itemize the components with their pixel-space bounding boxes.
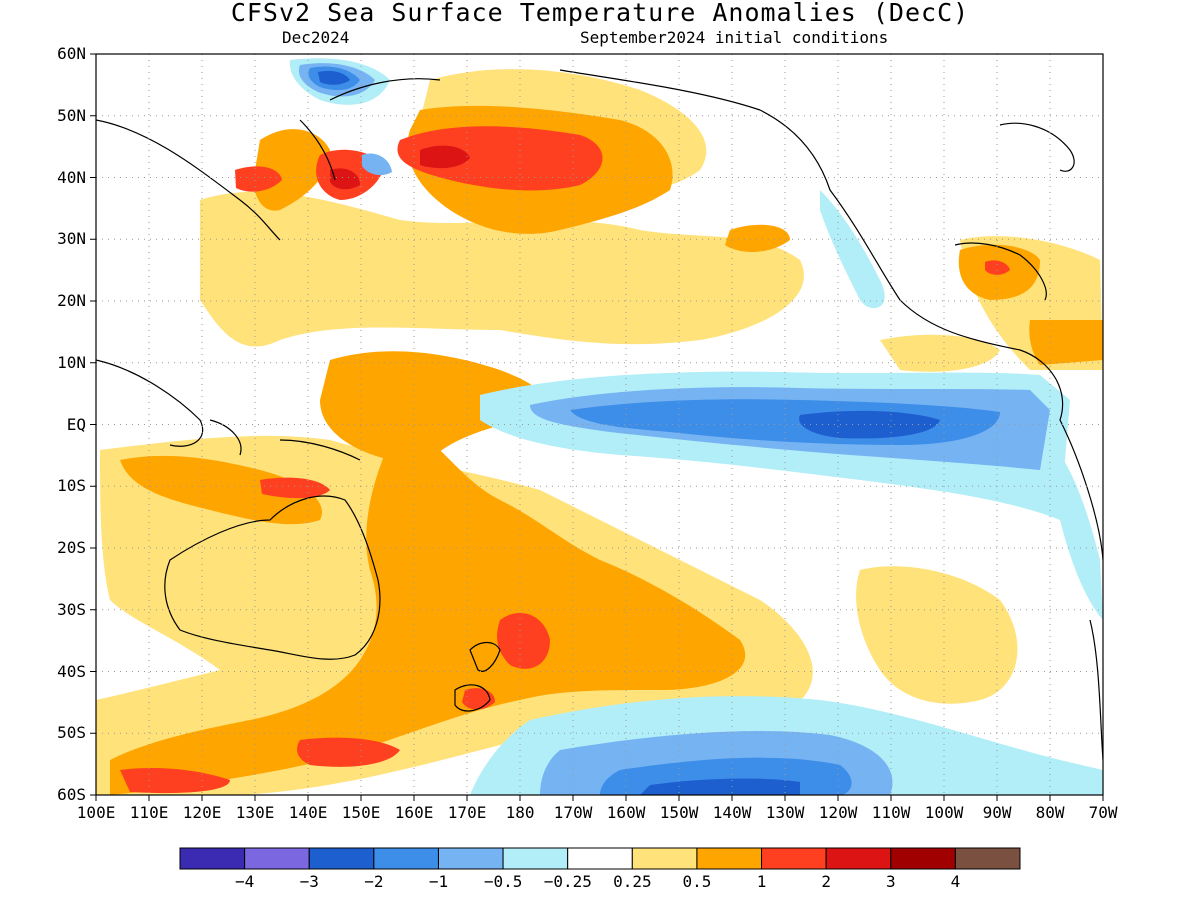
colorbar-swatch: [890, 847, 956, 870]
lat-label: 50S: [57, 723, 86, 743]
colorbar-tick-label: −3: [299, 872, 319, 891]
lat-label: 10N: [57, 352, 86, 372]
colorbar-swatch: [179, 847, 246, 870]
colorbar-swatch: [954, 847, 1021, 870]
lon-label: 160E: [394, 803, 434, 822]
initial-conditions-label: September2024 initial conditions: [580, 28, 889, 47]
colorbar-swatch: [696, 847, 763, 870]
lon-label: 170E: [447, 803, 487, 822]
lon-label: 70W: [1088, 803, 1118, 822]
lon-label: 120W: [818, 803, 858, 822]
colorbar-swatch: [825, 847, 892, 870]
lon-label: 130E: [235, 803, 275, 822]
lon-label: 150E: [341, 803, 381, 822]
colorbar-swatch: [502, 847, 569, 870]
colorbar-tick-label: 2: [821, 872, 831, 891]
map-title: CFSv2 Sea Surface Temperature Anomalies …: [230, 0, 970, 27]
axis-ticks: [90, 53, 1104, 801]
lon-label: 130W: [765, 803, 805, 822]
lon-label: 160W: [606, 803, 646, 822]
plot-area: [96, 54, 1103, 795]
lat-label: 60N: [57, 44, 86, 63]
colorbar-swatch: [308, 847, 375, 870]
colorbar-tick-label: −4: [235, 872, 255, 891]
colorbar-tick-label: −0.5: [483, 872, 523, 891]
lon-label: 100W: [924, 803, 964, 822]
colorbar-swatch: [567, 847, 633, 870]
colorbar-swatch: [244, 847, 310, 870]
lon-label: 150W: [659, 803, 699, 822]
colorbar: [179, 847, 1021, 870]
colorbar-tick-label: −1: [428, 872, 449, 891]
colorbar-swatch: [761, 847, 827, 870]
lon-label: 170W: [553, 803, 593, 822]
colorbar-tick-label: −2: [364, 872, 384, 891]
lon-label: 90W: [982, 803, 1012, 822]
lon-label: 180: [505, 803, 535, 822]
colorbar-tick-label: 0.25: [613, 872, 652, 891]
coastlines: [96, 69, 1103, 761]
lon-label: 110E: [129, 803, 169, 822]
lat-label: 40S: [57, 661, 86, 681]
lat-label: 60S: [57, 785, 86, 804]
forecast-month-label: Dec2024: [282, 28, 350, 47]
colorbar-tick-label: 1: [756, 872, 767, 891]
lat-label: EQ: [66, 414, 86, 434]
colorbar-swatch: [373, 847, 439, 870]
lon-label: 80W: [1035, 803, 1065, 822]
lat-label: 20S: [57, 538, 86, 557]
colorbar-swatch: [437, 847, 504, 870]
lon-label: 100E: [76, 803, 116, 822]
lon-label: 140E: [288, 803, 328, 822]
colorbar-tick-label: 4: [950, 872, 961, 891]
lon-label: 110W: [871, 803, 911, 822]
lon-label: 140W: [712, 803, 752, 822]
lat-label: 30N: [57, 229, 86, 249]
colorbar-tick-label: 3: [885, 872, 896, 891]
anomaly-contours-2: [330, 145, 470, 190]
colorbar-tick-label: −0.25: [543, 872, 592, 891]
lon-label: 120E: [182, 803, 222, 822]
colorbar-tick-label: 0.5: [682, 872, 712, 891]
lat-label: 20N: [57, 291, 86, 310]
lat-label: 40N: [57, 167, 86, 187]
lat-label: 30S: [57, 599, 86, 619]
lat-label: 50N: [57, 105, 86, 125]
lat-label: 10S: [57, 476, 86, 496]
anomaly-contours-neg2: [318, 70, 940, 795]
colorbar-swatch: [631, 847, 698, 870]
